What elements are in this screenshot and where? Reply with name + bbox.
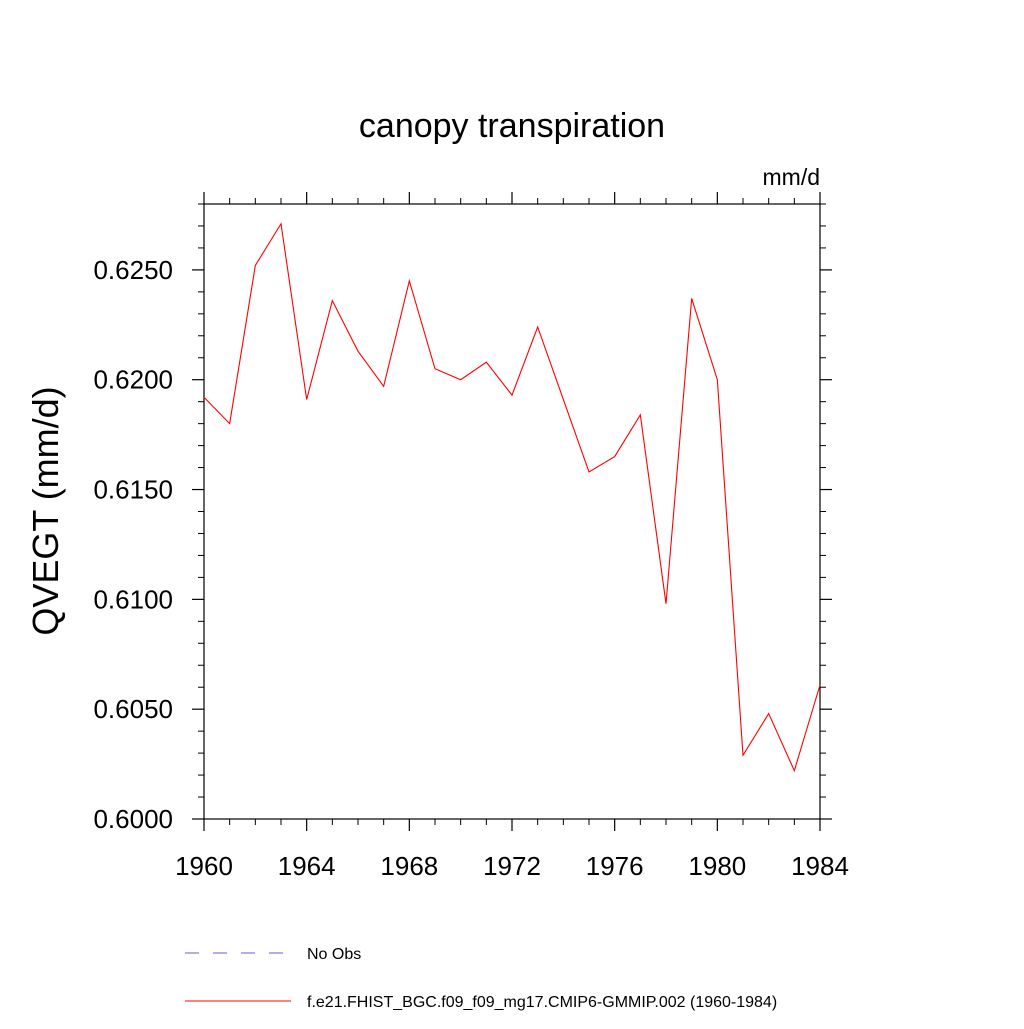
y-axis-label: QVEGT (mm/d) [25,386,66,635]
chart-title: canopy transpiration [359,107,665,145]
x-tick-label: 1960 [175,851,233,881]
series-line [203,222,821,773]
plot-frame [203,203,821,820]
x-tick-label: 1984 [791,851,849,881]
y-tick-label: 0.6200 [93,365,173,395]
x-tick-label: 1972 [483,851,541,881]
y-tick-label: 0.6100 [93,584,173,614]
legend-label: f.e21.FHIST_BGC.f09_f09_mg17.CMIP6-GMMIP… [307,994,777,1011]
y-tick-label: 0.6000 [93,804,173,834]
x-tick-label: 1976 [586,851,644,881]
x-tick-label: 1964 [278,851,336,881]
legend-label: No Obs [307,946,361,963]
y-tick-label: 0.6150 [93,475,173,505]
y-tick-label: 0.6250 [93,255,173,285]
x-tick-label: 1980 [688,851,746,881]
x-tick-label: 1968 [380,851,438,881]
y-tick-label: 0.6050 [93,694,173,724]
units-label: mm/d [763,164,821,190]
